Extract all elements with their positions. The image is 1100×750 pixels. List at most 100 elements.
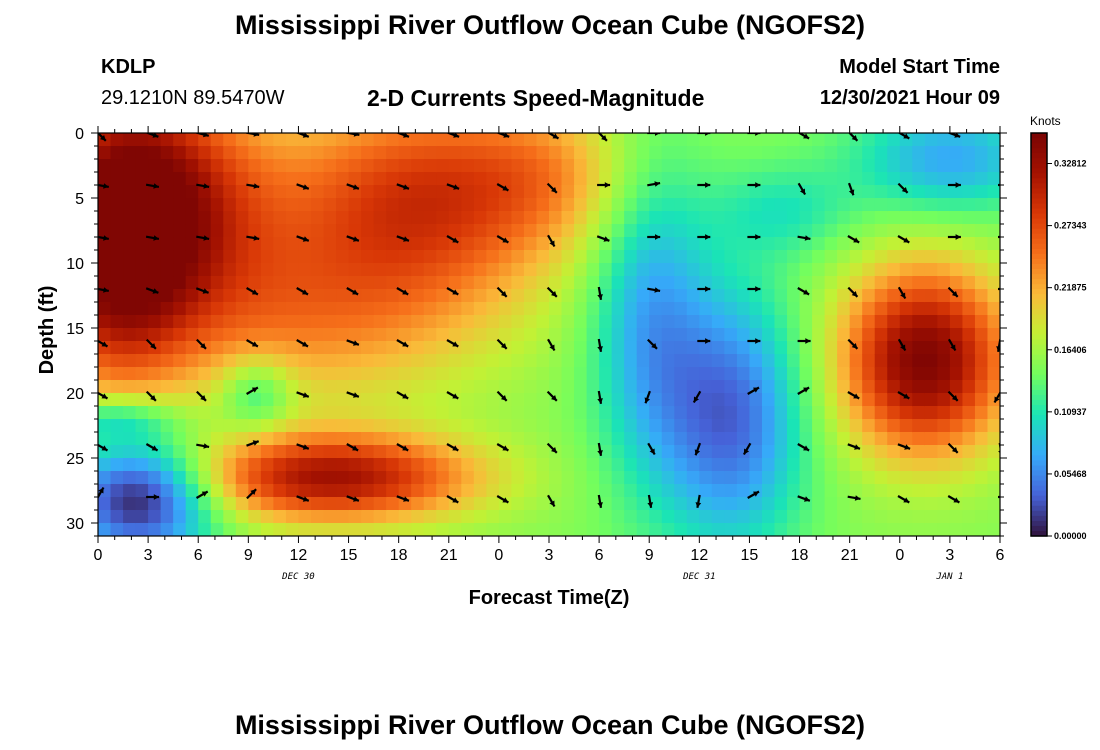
heatmap-cell [198,445,212,459]
heatmap-cell [736,237,751,251]
heatmap-cell [887,237,901,251]
heatmap-cell [273,328,287,342]
heatmap-cell [949,211,964,225]
heatmap-cell [436,146,450,160]
heatmap-cell [473,341,487,355]
heatmap-cell [974,445,989,459]
heatmap-cell [661,198,675,212]
heatmap-cell [185,198,199,212]
heatmap-cell [486,523,500,536]
heatmap-cell [511,510,525,524]
current-vector [145,235,160,241]
heatmap-cell [373,406,387,420]
current-vector [797,182,807,196]
heatmap-cell [185,523,199,536]
heatmap-cell [536,276,550,290]
heatmap-cell [336,458,350,472]
heatmap-cell [123,471,137,485]
heatmap-cell [962,211,976,225]
colorbar-segment [1031,500,1047,507]
heatmap-cell [298,419,312,433]
heatmap-cell [599,224,613,238]
heatmap-cell [774,224,788,238]
current-vector [145,443,159,452]
heatmap-cell [899,419,913,433]
colorbar-segment [1031,389,1047,396]
heatmap-cell [837,419,851,433]
heatmap-cell [711,393,725,407]
heatmap-cell [273,146,287,160]
heatmap-cell [686,484,700,498]
heatmap-cell [624,380,638,394]
heatmap-cell [323,458,337,472]
heatmap-cell [736,510,751,524]
heatmap-cell [661,159,675,173]
heatmap-cell [649,224,663,238]
heatmap-cell [962,510,976,524]
heatmap-cell [423,328,437,342]
x-tick-label: 6 [595,547,604,564]
heatmap-cell [361,484,375,498]
heatmap-cell [498,146,513,160]
heatmap-cell [862,276,876,290]
heatmap-cell [611,172,625,186]
heatmap-cell [323,237,337,251]
heatmap-cell [173,172,187,186]
heatmap-cell [135,250,149,264]
heatmap-cell [398,484,412,498]
heatmap-cell [724,497,738,511]
heatmap-cell [624,224,638,238]
heatmap-cell [423,510,437,524]
heatmap-cell [824,263,838,277]
heatmap-cell [586,367,600,381]
heatmap-cell [761,302,776,316]
current-vector [246,183,260,189]
heatmap-cell [974,354,989,368]
heatmap-cell [887,172,901,186]
heatmap-cell [761,198,776,212]
heatmap-cell [799,224,813,238]
heatmap-cell [361,315,375,329]
heatmap-cell [185,185,199,199]
heatmap-cell [624,250,638,264]
heatmap-cell [699,250,713,264]
heatmap-cell [636,237,650,251]
heatmap-cell [937,276,951,290]
heatmap-cell [962,406,976,420]
heatmap-cell [812,497,826,511]
heatmap-cell [536,315,550,329]
heatmap-cell [949,159,964,173]
heatmap-cell [749,185,763,199]
heatmap-cell [987,328,1000,342]
heatmap-cell [423,523,437,536]
heatmap-cell [899,367,913,381]
heatmap-cell [536,341,550,355]
heatmap-cell [987,250,1000,264]
heatmap-cell [686,276,700,290]
heatmap-cell [887,289,901,303]
heatmap-cell [135,484,149,498]
heatmap-cell [624,510,638,524]
heatmap-cell [336,159,350,173]
heatmap-cell [787,432,801,446]
heatmap-cell [937,159,951,173]
heatmap-cell [774,484,788,498]
heatmap-cell [574,315,588,329]
heatmap-cell [912,185,926,199]
heatmap-cell [498,328,513,342]
heatmap-cell [523,393,538,407]
heatmap-cell [549,211,563,225]
heatmap-cell [586,198,600,212]
current-vector [597,338,603,352]
heatmap-cell [123,393,137,407]
heatmap-cell [298,146,312,160]
heatmap-cell [824,159,838,173]
heatmap-cell [511,211,525,225]
heatmap-cell [711,211,725,225]
heatmap-cell [661,523,675,536]
heatmap-cell [398,289,412,303]
heatmap-cell [624,263,638,277]
heatmap-cell [185,497,199,511]
heatmap-cell [862,198,876,212]
heatmap-cell [386,224,400,238]
